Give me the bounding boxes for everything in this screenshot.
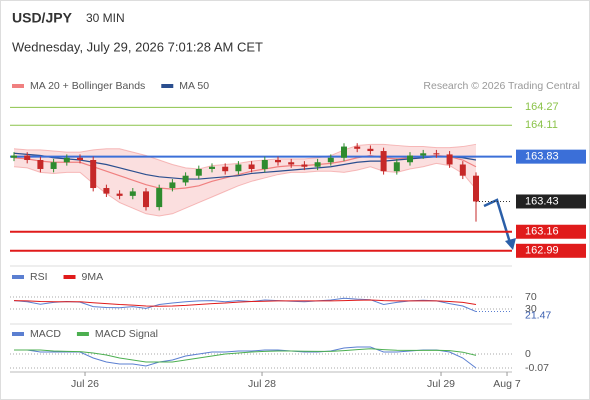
candle-body: [209, 166, 215, 169]
candle-body: [129, 191, 136, 196]
x-tick-label: Jul 28: [248, 378, 276, 390]
indicator-line: [13, 297, 477, 313]
x-tick-label: Jul 26: [71, 378, 99, 390]
candle-body: [354, 146, 361, 149]
interval: 30 MIN: [86, 11, 125, 25]
legend-swatch: [12, 84, 24, 88]
candle-body: [77, 157, 83, 161]
indicator-line: [14, 346, 477, 369]
candle-body: [103, 188, 110, 194]
candle-body: [37, 160, 44, 169]
candle-body: [116, 193, 123, 196]
credit: Research © 2026 Trading Central: [423, 80, 580, 92]
candle-body: [143, 191, 149, 208]
legend-label: MACD: [30, 328, 61, 340]
candle-body: [367, 148, 374, 152]
legend-label: RSI: [30, 271, 48, 283]
candle-body: [169, 182, 176, 189]
candle-body: [182, 175, 189, 183]
last-price-box: [516, 194, 586, 209]
level-label-box: [516, 224, 586, 239]
level-label: 162.99: [525, 245, 559, 257]
indicator-line: [14, 348, 477, 363]
candle-body: [446, 154, 453, 165]
candle-body: [327, 157, 334, 163]
legend-swatch: [161, 84, 174, 88]
level-label-box: [516, 243, 586, 258]
candle-body: [90, 160, 97, 189]
candle-body: [195, 168, 202, 176]
x-tick-label: Jul 29: [427, 378, 455, 390]
level-label: 164.11: [525, 119, 558, 131]
candle-body: [11, 155, 17, 158]
candle-body: [473, 175, 479, 202]
candle-body: [261, 160, 268, 169]
candle-body: [380, 151, 387, 172]
symbol: USD/JPY: [12, 10, 73, 26]
datetime: Wednesday, July 29, 2026 7:01:28 AM CET: [12, 39, 263, 54]
candle-body: [275, 160, 281, 163]
level-label-box: [516, 149, 586, 164]
candle-body: [50, 162, 57, 169]
candle-body: [393, 162, 400, 172]
y-tick-label: 70: [525, 291, 537, 303]
candle-body: [235, 164, 242, 172]
candle-body: [407, 155, 413, 163]
x-tick-label: Aug 7: [493, 378, 521, 390]
level-label: 163.83: [525, 151, 559, 163]
legend-swatch: [63, 275, 76, 279]
bollinger-upper: [13, 143, 477, 170]
candle-body: [420, 153, 427, 156]
forecast-arrowhead: [505, 238, 516, 250]
rsi-last-label: 21.47: [525, 309, 551, 321]
level-label: 164.27: [525, 101, 559, 113]
candle-body: [341, 146, 347, 158]
candle-body: [433, 153, 440, 155]
y-tick-label: 30: [525, 303, 537, 315]
candle-body: [301, 164, 308, 167]
candle-body: [248, 164, 255, 169]
last-price-label: 163.43: [525, 195, 559, 207]
legend-label: MA 20 + Bollinger Bands: [30, 80, 145, 92]
candle-body: [156, 188, 163, 208]
candle-body: [288, 162, 295, 165]
candle-body: [314, 162, 321, 167]
candle-body: [63, 157, 70, 163]
candle-body: [459, 164, 466, 176]
legend-swatch: [12, 275, 24, 279]
indicator-line: [13, 299, 477, 307]
candle-body: [222, 166, 229, 172]
y-tick-label: 0: [525, 348, 531, 360]
legend-label: MA 50: [179, 80, 209, 92]
legend-label: 9MA: [82, 271, 104, 283]
legend-swatch: [76, 332, 89, 336]
level-label: 163.16: [525, 226, 559, 238]
candle-body: [24, 155, 31, 161]
legend-label: MACD Signal: [95, 328, 158, 340]
legend-swatch: [12, 332, 24, 336]
y-tick-label: -0.07: [525, 362, 549, 374]
forecast-arrow: [483, 198, 513, 247]
